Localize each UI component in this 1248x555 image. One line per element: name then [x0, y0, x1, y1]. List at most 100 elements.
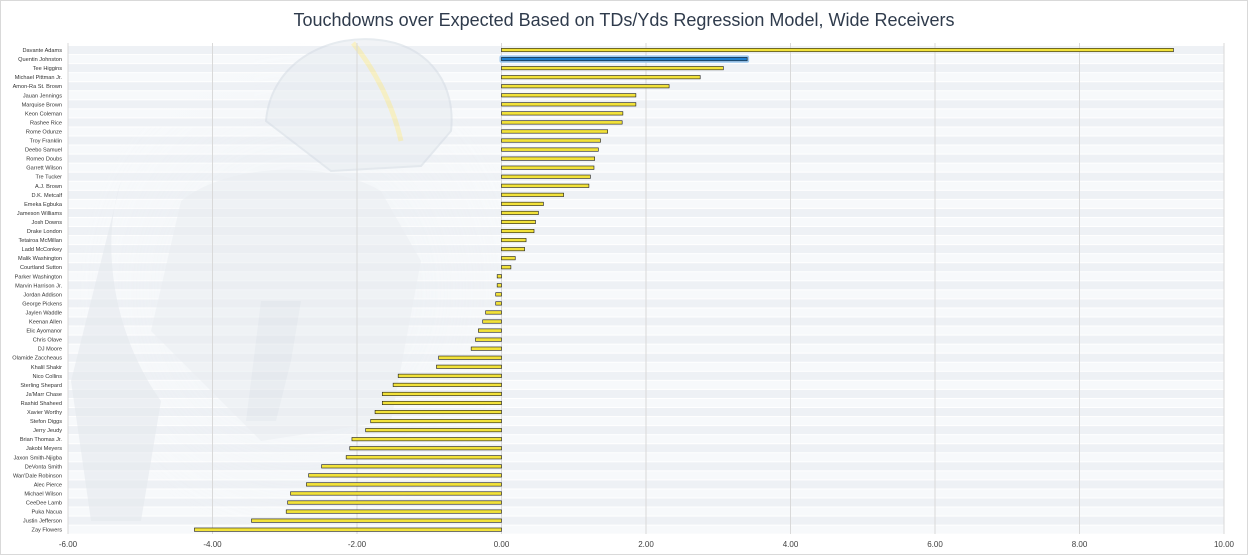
category-labels: Davante Adams Quentin Johnston Tee Higgins… — [12, 48, 63, 534]
category-label: Zay Flowers — [32, 528, 63, 534]
category-label: Parker Washington — [15, 274, 62, 280]
bar — [287, 500, 502, 505]
bar — [365, 428, 502, 433]
x-tick-label: -6.00 — [59, 540, 78, 549]
bar — [501, 201, 544, 206]
bar — [306, 482, 502, 487]
chart-title: Touchdowns over Expected Based on TDs/Yd… — [293, 10, 955, 30]
bar — [501, 174, 591, 179]
bar — [501, 156, 596, 161]
category-label: DJ Moore — [38, 347, 62, 353]
bar — [485, 310, 502, 315]
category-label: Jakobi Meyers — [26, 446, 62, 452]
x-tick-label: 10.00 — [1214, 540, 1235, 549]
category-label: Keenan Allen — [29, 320, 62, 326]
category-label: Tre Tucker — [35, 175, 62, 181]
category-label: Jaylen Waddle — [26, 310, 62, 316]
category-label: A.J. Brown — [35, 184, 62, 190]
category-label: Alec Pierce — [34, 482, 62, 488]
category-label: Troy Franklin — [30, 139, 62, 145]
category-label: George Pickens — [22, 301, 62, 307]
bar — [501, 129, 609, 134]
x-tick-label: 4.00 — [783, 540, 799, 549]
x-tick-label: 2.00 — [638, 540, 654, 549]
gridlines — [67, 43, 1225, 534]
category-label: Emeka Egbuka — [24, 202, 63, 208]
bar — [482, 319, 502, 324]
category-label: Romeo Doubs — [26, 157, 62, 163]
bar — [501, 102, 637, 107]
bar — [381, 391, 502, 396]
bar — [495, 301, 502, 306]
category-label: Quentin Johnston — [18, 57, 62, 63]
bar — [345, 455, 502, 460]
bar — [501, 183, 590, 188]
category-label: Stefon Diggs — [30, 419, 62, 425]
category-label: Deebo Samuel — [25, 148, 62, 154]
category-label: Nico Collins — [32, 374, 62, 380]
category-label: Puka Nacua — [32, 510, 63, 516]
bar — [501, 75, 701, 80]
category-label: Davante Adams — [23, 48, 63, 54]
category-label: Courtland Sutton — [20, 265, 62, 271]
bar — [308, 473, 502, 478]
bar — [285, 509, 502, 514]
bar — [501, 210, 539, 215]
bar — [351, 437, 502, 442]
category-label: Josh Downs — [32, 220, 63, 226]
category-label: Ladd McConkey — [22, 247, 63, 253]
bar — [475, 337, 502, 342]
category-label: Michael Pittman Jr. — [15, 75, 63, 81]
bar — [501, 192, 564, 197]
category-label: Justin Jefferson — [23, 519, 62, 525]
bar — [374, 410, 502, 415]
bar — [501, 229, 535, 234]
category-label: Drake London — [27, 229, 62, 235]
category-label: Xavier Worthy — [27, 410, 62, 416]
bar — [501, 165, 595, 170]
bar — [397, 373, 502, 378]
bar — [501, 93, 637, 98]
bar — [501, 238, 527, 243]
bar — [381, 400, 502, 405]
category-label: Rashid Shaheed — [21, 401, 62, 407]
bar — [251, 518, 502, 523]
category-label: Amon-Ra St. Brown — [13, 84, 62, 90]
category-label: Ja'Marr Chase — [26, 392, 62, 398]
category-label: Michael Wilson — [24, 491, 62, 497]
category-label: Marvin Harrison Jr. — [15, 283, 62, 289]
bar — [501, 48, 1174, 53]
bar — [501, 111, 624, 116]
bar — [478, 328, 502, 333]
x-tick-label: -2.00 — [348, 540, 367, 549]
category-label: Malik Washington — [18, 256, 62, 262]
bar — [495, 292, 502, 297]
bar — [501, 84, 670, 89]
bar — [501, 265, 512, 270]
x-tick-label: 8.00 — [1072, 540, 1088, 549]
category-label: Olamide Zaccheaus — [12, 356, 62, 362]
x-tick-label: 6.00 — [927, 540, 943, 549]
bar — [501, 120, 623, 125]
category-label: Sterling Shepard — [20, 383, 62, 389]
category-label: Elic Ayomanor — [26, 329, 62, 335]
bar — [470, 346, 502, 351]
bar — [349, 446, 502, 451]
bar — [321, 464, 502, 469]
category-label: Rome Odunze — [26, 129, 62, 135]
bars — [194, 48, 1174, 532]
category-label: D.K. Metcalf — [32, 193, 63, 199]
category-label: Khalil Shakir — [31, 365, 62, 371]
bar — [501, 219, 536, 224]
x-tick-label: -4.00 — [203, 540, 222, 549]
category-label: DeVonta Smith — [25, 464, 62, 470]
category-label: Garrett Wilson — [26, 166, 62, 172]
category-label: Keon Coleman — [25, 111, 62, 117]
category-label: Tetairoa McMillan — [18, 238, 62, 244]
x-axis-tick-labels: -6.00 -4.00 -2.00 0.00 2.00 4.00 6.00 8.00 10.00 — [59, 540, 1235, 549]
bar — [501, 256, 516, 261]
category-label: Wan'Dale Robinson — [13, 473, 62, 479]
bar — [290, 491, 502, 496]
